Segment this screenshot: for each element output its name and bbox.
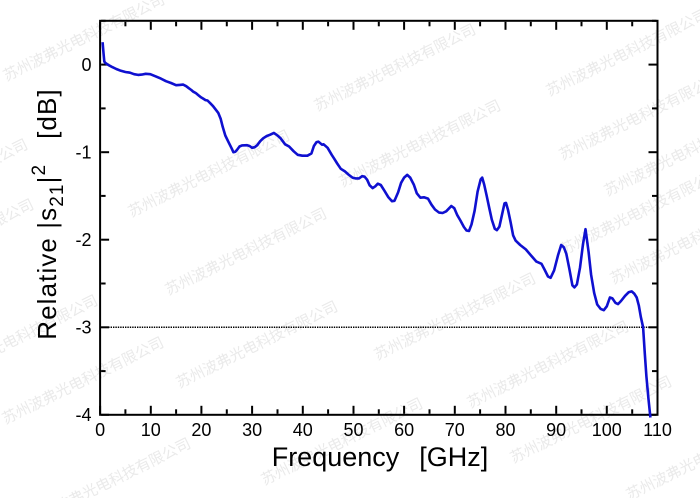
svg-text:20: 20 [191,420,211,440]
svg-text:Relative |s21|2 [dB]: Relative |s21|2 [dB] [29,88,68,340]
svg-text:50: 50 [343,420,363,440]
svg-text:0: 0 [95,420,105,440]
svg-text:90: 90 [546,420,566,440]
svg-text:Frequency [GHz]: Frequency [GHz] [272,442,489,472]
svg-text:-3: -3 [75,318,91,338]
svg-text:100: 100 [592,420,622,440]
svg-text:80: 80 [495,420,515,440]
svg-text:10: 10 [141,420,161,440]
svg-text:-2: -2 [75,230,91,250]
svg-text:70: 70 [445,420,465,440]
svg-text:30: 30 [242,420,262,440]
svg-text:0: 0 [81,55,91,75]
svg-text:-1: -1 [75,142,91,162]
svg-text:60: 60 [394,420,414,440]
svg-text:-4: -4 [75,405,91,425]
svg-text:40: 40 [293,420,313,440]
svg-text:110: 110 [643,420,672,440]
